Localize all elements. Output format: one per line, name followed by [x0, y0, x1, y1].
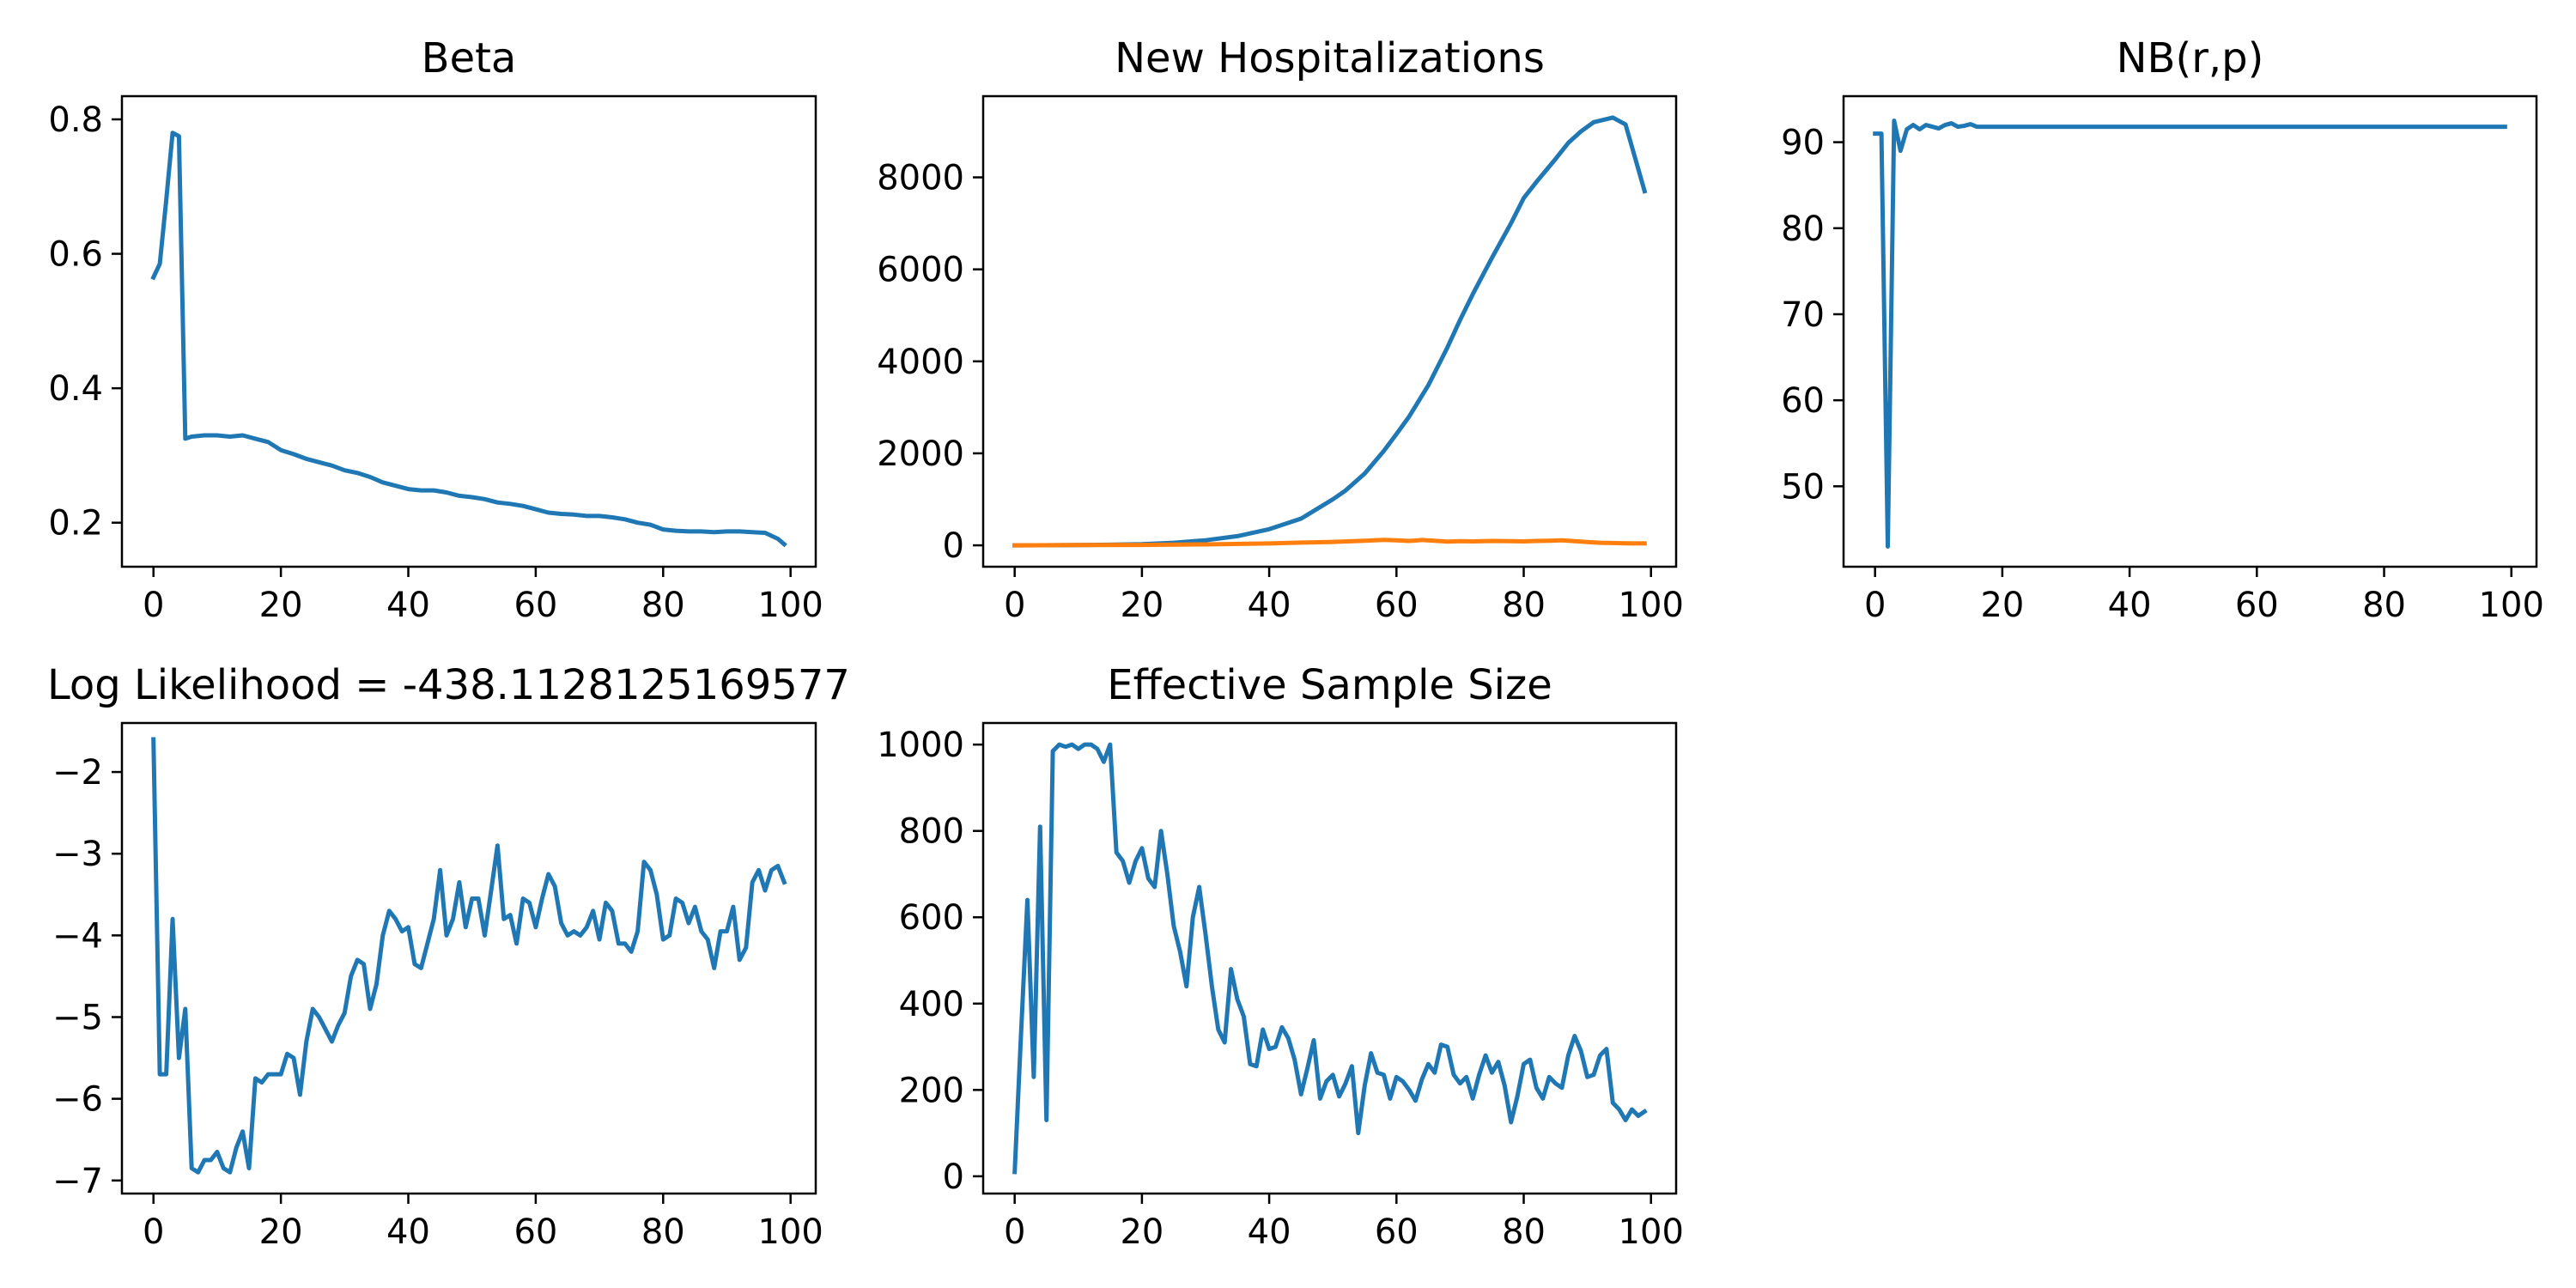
chart-5-ytick-label: 800: [899, 812, 964, 852]
chart-2-xtick-label: 80: [1502, 586, 1546, 625]
chart-2-xtick-label: 40: [1248, 586, 1291, 625]
chart-2-ytick-label: 2000: [877, 434, 964, 474]
chart-4-xtick-label: 20: [259, 1212, 303, 1252]
chart-1-xtick-label: 0: [143, 586, 164, 625]
chart-5-ytick-label: 400: [899, 985, 964, 1024]
chart-5-series-line-1: [1012, 742, 1648, 1175]
chart-1-frame: [120, 94, 817, 568]
chart-3-ytick-label: 90: [1781, 124, 1825, 163]
chart-1-xtick-label: 80: [641, 586, 685, 625]
chart-2-xtick-label: 0: [1004, 586, 1025, 625]
chart-3-ytick-label: 80: [1781, 210, 1825, 249]
chart-2-series-line-2: [1012, 538, 1647, 548]
chart-3-ytick-label: 50: [1781, 467, 1825, 507]
chart-3: 0 20 40 60 80 100 50 60 70 80 90 NB(r,p): [1781, 34, 2544, 625]
chart-1-series-line-1: [150, 131, 787, 548]
chart-5-xtick-label: 80: [1502, 1212, 1546, 1252]
chart-2-title: New Hospitalizations: [1115, 34, 1545, 82]
chart-2-frame: [981, 94, 1678, 568]
chart-4-title: Log Likelihood = -438.1128125169577: [47, 661, 850, 709]
chart-3-ytick-label: 70: [1781, 295, 1825, 335]
chart-1-ytick-label: 0.2: [48, 504, 103, 544]
chart-4-ytick-label: −6: [52, 1080, 103, 1120]
chart-2-ytick-label: 6000: [877, 251, 964, 290]
chart-5-xtick-label: 0: [1004, 1212, 1025, 1252]
chart-2-xtick-label: 60: [1375, 586, 1419, 625]
chart-5-ytick-label: 0: [943, 1157, 964, 1197]
chart-5-ytick-label: 600: [899, 898, 964, 938]
chart-3-ytick-label: 60: [1781, 381, 1825, 421]
chart-5-title: Effective Sample Size: [1107, 661, 1552, 709]
chart-4-ytick-label: −4: [52, 916, 103, 956]
chart-4-xtick-label: 80: [641, 1212, 685, 1252]
chart-4-ytick-label: −5: [52, 999, 103, 1038]
chart-2-ytick-label: 4000: [877, 343, 964, 382]
chart-1-ytick-label: 0.8: [48, 100, 103, 140]
chart-3-xtick-label: 100: [2479, 586, 2544, 625]
chart-1-title: Beta: [422, 34, 517, 82]
chart-4-series-line-1: [151, 737, 787, 1175]
chart-2-ytick-label: 0: [943, 526, 964, 566]
chart-4-ytick-label: −2: [52, 753, 103, 793]
chart-5-ytick-label: 200: [899, 1071, 964, 1110]
chart-1-xtick-label: 40: [386, 586, 430, 625]
chart-1-xtick-label: 60: [513, 586, 557, 625]
chart-4: 0 20 40 60 80 100 −7 −6 −5 −4 −3 −2 Log Likelihood =…: [47, 661, 850, 1252]
chart-5-xtick-label: 40: [1248, 1212, 1291, 1252]
chart-3-xtick-label: 20: [1980, 586, 2024, 625]
chart-1: 0 20 40 60 80 100 0.2 0.4 0.6 0.8 Beta: [48, 34, 823, 625]
chart-5-xtick-label: 20: [1120, 1212, 1163, 1252]
chart-3-title: NB(r,p): [2117, 34, 2264, 82]
chart-2-xtick-label: 20: [1120, 586, 1163, 625]
chart-3-frame: [1842, 94, 2538, 568]
chart-2: 0 20 40 60 80 100 0 2000 4000 6000 8000 New Hospita…: [877, 34, 1684, 625]
chart-4-ytick-label: −3: [52, 835, 103, 874]
chart-1-xtick-label: 20: [259, 586, 303, 625]
chart-5-frame: [981, 721, 1678, 1195]
chart-5-xtick-label: 100: [1619, 1212, 1684, 1252]
chart-3-xtick-label: 80: [2362, 586, 2406, 625]
chart-4-xtick-label: 0: [143, 1212, 164, 1252]
chart-1-ytick-label: 0.6: [48, 235, 103, 275]
chart-3-xtick-label: 60: [2235, 586, 2279, 625]
chart-4-xtick-label: 60: [513, 1212, 557, 1252]
chart-1-ytick-label: 0.4: [48, 369, 103, 409]
chart-3-xtick-label: 0: [1864, 586, 1886, 625]
chart-1-xtick-label: 100: [758, 586, 823, 625]
chart-5-ytick-label: 1000: [877, 726, 964, 765]
chart-3-series-line-1: [1873, 118, 2507, 549]
chart-5-xtick-label: 60: [1375, 1212, 1419, 1252]
chart-4-ytick-label: −7: [52, 1162, 103, 1201]
chart-3-xtick-label: 40: [2108, 586, 2152, 625]
chart-2-xtick-label: 100: [1619, 586, 1684, 625]
chart-2-ytick-label: 8000: [877, 159, 964, 198]
chart-4-xtick-label: 40: [386, 1212, 430, 1252]
chart-4-frame: [120, 721, 817, 1195]
chart-4-xtick-label: 100: [758, 1212, 823, 1252]
